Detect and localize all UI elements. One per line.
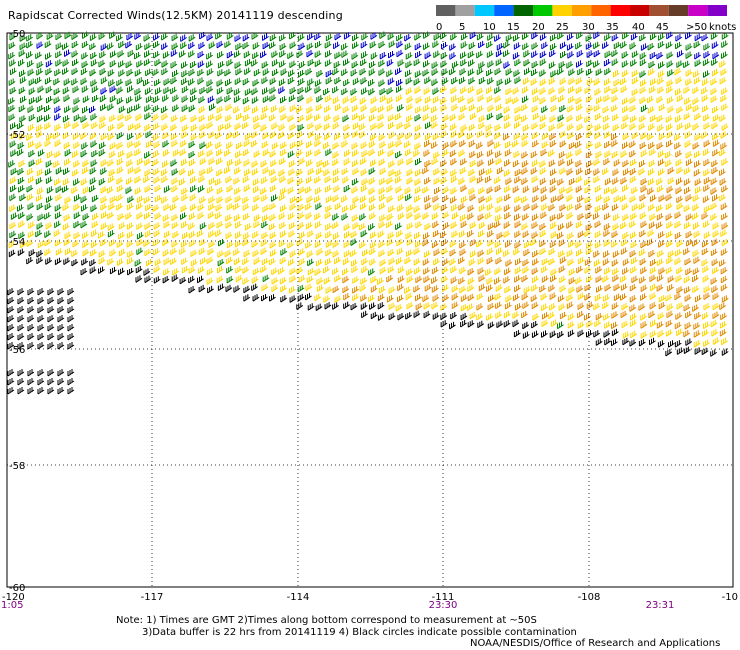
legend-swatch: [571, 5, 592, 16]
longitude-label: -111: [432, 592, 455, 603]
legend-label: 15: [507, 22, 520, 33]
lat-lon-grid: [7, 33, 733, 587]
longitude-label: -10: [722, 592, 738, 603]
legend-unit: knots: [709, 22, 736, 33]
legend-label: 45: [656, 22, 669, 33]
legend-swatch: [533, 5, 553, 16]
legend-label: 5: [459, 22, 465, 33]
legend-label: 40: [632, 22, 645, 33]
latitude-label: -52: [9, 130, 25, 141]
latitude-label: -60: [9, 583, 25, 594]
legend-swatch: [707, 5, 727, 16]
time-label: 1:05: [1, 600, 23, 611]
legend-label: 30: [582, 22, 595, 33]
latitude-label: -58: [9, 461, 25, 472]
latitude-label: -54: [9, 237, 25, 248]
legend-swatch: [436, 5, 456, 16]
wind-speed-legend: 0 5 10 15 20 25 30 35 40 45 >50 knots: [436, 5, 736, 33]
wind-barbs: [7, 31, 729, 395]
legend-swatch: [668, 5, 689, 16]
legend-swatch: [552, 5, 572, 16]
longitude-label: -120: [2, 592, 25, 603]
legend-swatch: [513, 5, 533, 16]
time-label: 23:30: [429, 600, 458, 611]
longitude-label: -108: [578, 592, 601, 603]
legend-label: 0: [436, 22, 442, 33]
axis-labels: -50 -52 -54 -56 -58 -60-120 -117 -114 -111 -108 -1…: [1, 29, 738, 611]
legend-swatch: [494, 5, 514, 16]
legend-swatch: [630, 5, 650, 16]
note-line-2: 3)Data buffer is 22 hrs from 20141119 4)…: [142, 627, 577, 638]
chart-title: Rapidscat Corrected Winds(12.5KM) 201411…: [8, 9, 343, 22]
legend-label: 35: [606, 22, 619, 33]
longitude-label: -114: [287, 592, 310, 603]
longitude-label: -117: [141, 592, 164, 603]
note-line-1: Note: 1) Times are GMT 2)Times along bot…: [116, 615, 537, 626]
legend-swatch: [688, 5, 708, 16]
legend-swatch: [649, 5, 669, 16]
legend-swatch: [455, 5, 475, 16]
legend-swatch: [474, 5, 495, 16]
time-label: 23:31: [646, 600, 675, 611]
legend-swatch: [591, 5, 611, 16]
latitude-label: -56: [9, 345, 25, 356]
legend-label: >50: [686, 22, 707, 33]
latitude-label: -50: [9, 29, 25, 40]
legend-label: 25: [556, 22, 569, 33]
plot-frame: [6, 32, 734, 588]
note-line-3: NOAA/NESDIS/Office of Research and Appli…: [470, 638, 721, 649]
legend-swatch: [610, 5, 630, 16]
legend-label: 10: [483, 22, 496, 33]
legend-label: 20: [532, 22, 545, 33]
